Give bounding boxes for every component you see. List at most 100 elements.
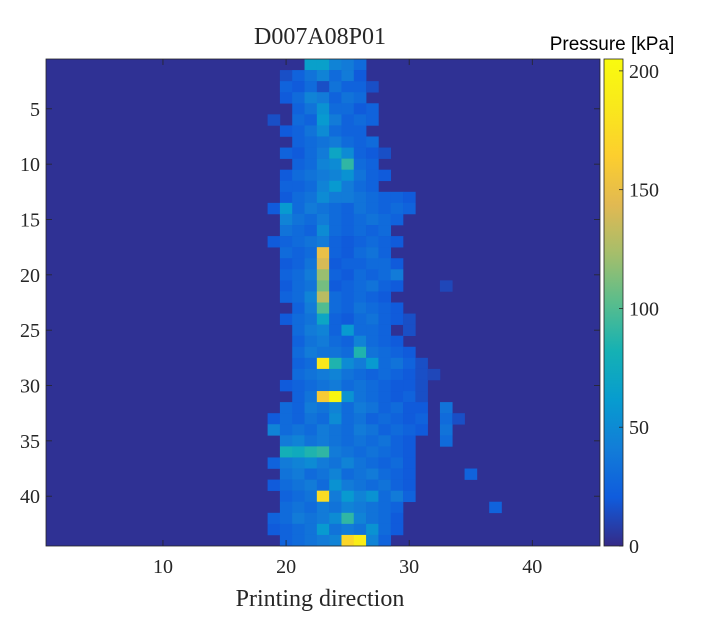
- heatmap-cell: [279, 501, 293, 514]
- heatmap-cell: [341, 103, 355, 115]
- heatmap-cell: [304, 280, 318, 292]
- heatmap-cell: [353, 435, 367, 447]
- heatmap-cell: [378, 324, 392, 337]
- heatmap-cell: [353, 446, 367, 458]
- heatmap-cell: [390, 379, 404, 392]
- heatmap-cell: [316, 446, 330, 458]
- heatmap-cell: [353, 169, 367, 182]
- colorbar-tick-label: 150: [629, 180, 659, 202]
- heatmap-cell: [353, 335, 367, 348]
- heatmap-cell: [439, 280, 453, 292]
- heatmap-cell: [304, 368, 318, 381]
- heatmap-cell: [316, 302, 330, 314]
- heatmap-cell: [329, 357, 342, 370]
- heatmap-cell: [279, 92, 293, 104]
- heatmap-cell: [366, 169, 379, 182]
- heatmap-cell: [292, 269, 305, 281]
- heatmap-cell: [415, 402, 428, 414]
- heatmap-cell: [267, 523, 281, 536]
- heatmap-cell: [353, 523, 367, 536]
- heatmap-cell: [378, 468, 392, 480]
- heatmap-cell: [304, 291, 318, 303]
- heatmap-cell: [353, 258, 367, 270]
- heatmap-cell: [304, 357, 318, 370]
- heatmap-cell: [304, 169, 318, 182]
- heatmap-cell: [366, 147, 379, 159]
- heatmap-cell: [378, 391, 392, 403]
- heatmap-cell: [353, 136, 367, 148]
- heatmap-cell: [378, 424, 392, 436]
- heatmap-cell: [292, 103, 305, 115]
- heatmap-cell: [353, 302, 367, 314]
- heatmap-cell: [292, 512, 305, 525]
- heatmap-cell: [341, 512, 355, 525]
- heatmap-cell: [316, 479, 330, 491]
- heatmap-cell: [366, 291, 379, 303]
- heatmap-cell: [378, 191, 392, 204]
- heatmap-cell: [304, 59, 318, 71]
- heatmap-cell: [316, 225, 330, 237]
- heatmap-cell: [366, 324, 379, 337]
- heatmap-cell: [316, 103, 330, 115]
- heatmap-cell: [329, 512, 342, 525]
- heatmap-cell: [304, 180, 318, 193]
- y-tick-label: 10: [20, 154, 40, 176]
- heatmap-cell: [415, 368, 428, 381]
- heatmap-cell: [341, 468, 355, 480]
- heatmap-cell: [341, 136, 355, 148]
- heatmap-cell: [304, 402, 318, 414]
- heatmap-cell: [378, 379, 392, 392]
- heatmap-cell: [390, 468, 404, 480]
- heatmap-cell: [292, 70, 305, 82]
- heatmap-cell: [415, 413, 428, 425]
- heatmap-cell: [403, 346, 416, 359]
- heatmap-cell: [341, 169, 355, 182]
- heatmap-cell: [378, 302, 392, 314]
- heatmap-cell: [341, 446, 355, 458]
- heatmap-cell: [292, 424, 305, 436]
- heatmap-cell: [316, 534, 330, 547]
- heatmap-cell: [329, 324, 342, 337]
- heatmap-cell: [329, 313, 342, 325]
- heatmap-cell: [329, 92, 342, 104]
- heatmap-cell: [304, 534, 318, 547]
- heatmap-cell: [279, 125, 293, 137]
- heatmap-cell: [304, 512, 318, 525]
- heatmap-cell: [353, 512, 367, 525]
- heatmap-cell: [341, 523, 355, 536]
- heatmap-cell: [279, 291, 293, 303]
- heatmap-cell: [353, 147, 367, 159]
- heatmap-cell: [316, 258, 330, 270]
- heatmap-cell: [378, 280, 392, 292]
- heatmap-cell: [316, 379, 330, 392]
- heatmap-cell: [341, 202, 355, 215]
- heatmap-cell: [353, 247, 367, 259]
- heatmap-cell: [279, 280, 293, 292]
- heatmap-cell: [304, 313, 318, 325]
- heatmap-cell: [316, 501, 330, 514]
- heatmap-cell: [316, 236, 330, 248]
- heatmap-cell: [353, 346, 367, 359]
- heatmap-cell: [341, 379, 355, 392]
- heatmap-cell: [329, 280, 342, 292]
- heatmap-cell: [341, 59, 355, 71]
- heatmap-cell: [341, 147, 355, 159]
- heatmap-cell: [366, 346, 379, 359]
- heatmap-cell: [378, 435, 392, 447]
- heatmap-cell: [341, 391, 355, 403]
- heatmap-cell: [353, 103, 367, 115]
- heatmap-cell: [341, 236, 355, 248]
- heatmap-cell: [292, 490, 305, 503]
- heatmap-cell: [341, 357, 355, 370]
- heatmap-cell: [329, 147, 342, 159]
- heatmap-cell: [489, 501, 502, 514]
- heatmap-cell: [304, 247, 318, 259]
- heatmap-cell: [366, 258, 379, 270]
- heatmap-cell: [341, 213, 355, 226]
- heatmap-cell: [366, 269, 379, 281]
- heatmap-cell: [279, 213, 293, 226]
- heatmap-cell: [304, 424, 318, 436]
- heatmap-cell: [292, 324, 305, 337]
- heatmap-cell: [316, 280, 330, 292]
- heatmap-cell: [439, 424, 453, 436]
